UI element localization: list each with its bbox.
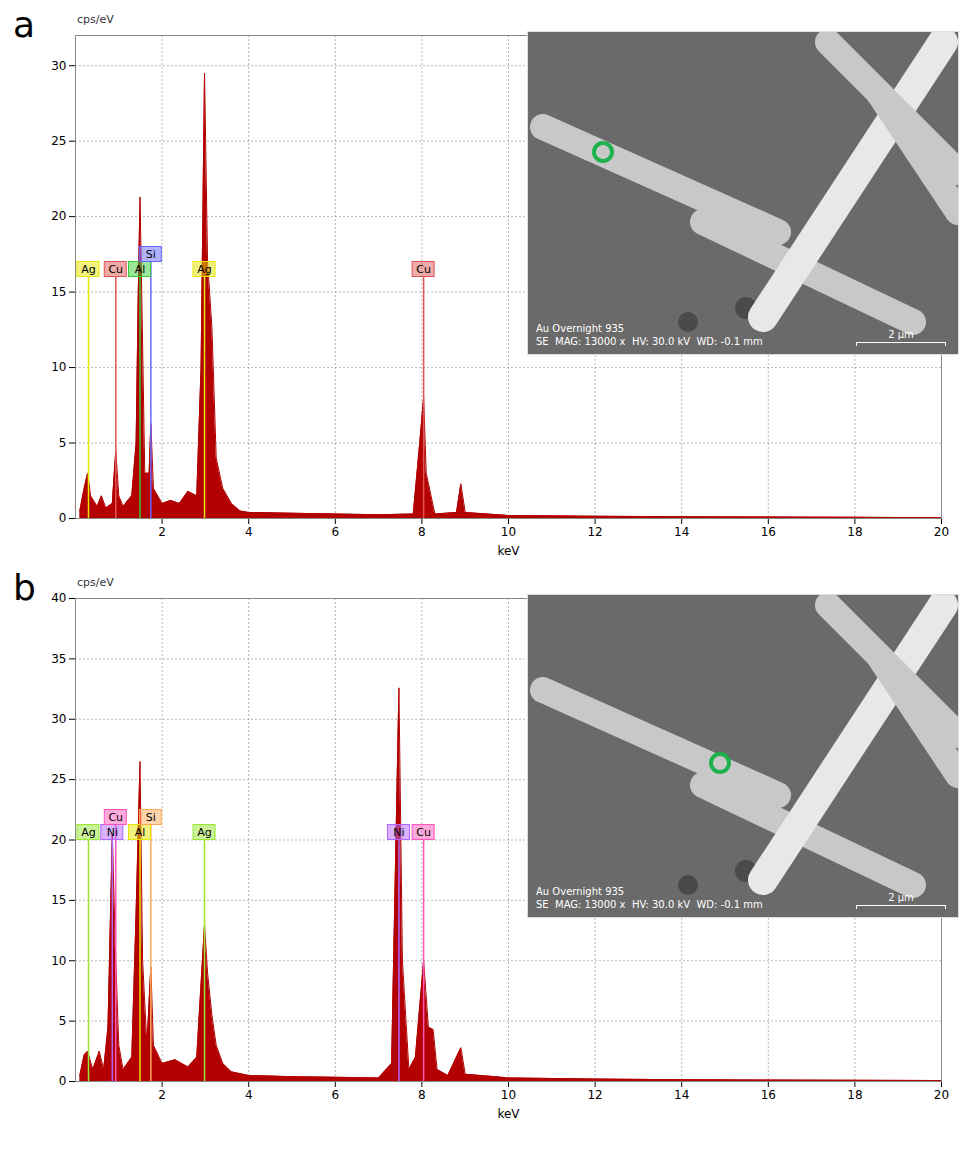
svg-text:Al: Al — [135, 826, 146, 839]
svg-text:16: 16 — [761, 525, 776, 539]
svg-text:Al: Al — [135, 263, 146, 276]
svg-text:Cu: Cu — [108, 263, 123, 276]
svg-text:Ni: Ni — [107, 826, 118, 839]
html-text:2 µm: 2 µm — [888, 892, 914, 903]
svg-text:Cu: Cu — [416, 263, 431, 276]
svg-text:14: 14 — [674, 1088, 689, 1102]
svg-text:8: 8 — [418, 525, 426, 539]
svg-text:10: 10 — [51, 360, 66, 374]
svg-text:4: 4 — [245, 1088, 253, 1102]
svg-text:20: 20 — [934, 1088, 949, 1102]
svg-text:Ag: Ag — [197, 826, 212, 839]
svg-text:30: 30 — [51, 712, 66, 726]
svg-text:40: 40 — [51, 591, 66, 605]
html-text:cps/eV: cps/eV — [77, 576, 114, 589]
svg-text:20: 20 — [934, 525, 949, 539]
svg-text:8: 8 — [418, 1088, 426, 1102]
svg-text:Ag: Ag — [197, 263, 212, 276]
svg-text:30: 30 — [51, 59, 66, 73]
svg-text:6: 6 — [331, 525, 339, 539]
svg-text:20: 20 — [51, 209, 66, 223]
svg-text:25: 25 — [51, 134, 66, 148]
svg-text:10: 10 — [501, 1088, 516, 1102]
svg-text:14: 14 — [674, 525, 689, 539]
svg-text:10: 10 — [51, 954, 66, 968]
svg-text:Ni: Ni — [393, 826, 404, 839]
svg-text:2: 2 — [158, 525, 166, 539]
html-text:Au Overnight 935 SE MAG: 13000: Au Overnight 935 SE MAG: 13000 x HV: 30.… — [536, 323, 763, 347]
svg-text:5: 5 — [59, 1014, 67, 1028]
svg-text:4: 4 — [245, 525, 253, 539]
html-text:Au Overnight 935 SE MAG: 13000: Au Overnight 935 SE MAG: 13000 x HV: 30.… — [536, 886, 763, 910]
svg-text:25: 25 — [51, 772, 66, 786]
html-text:cps/eV: cps/eV — [77, 13, 114, 26]
html-text:b: b — [13, 567, 36, 608]
svg-text:16: 16 — [761, 1088, 776, 1102]
svg-text:35: 35 — [51, 652, 66, 666]
svg-text:5: 5 — [59, 436, 67, 450]
svg-text:20: 20 — [51, 833, 66, 847]
svg-text:6: 6 — [331, 1088, 339, 1102]
html-text:a: a — [13, 4, 36, 45]
svg-text:Si: Si — [146, 811, 156, 824]
svg-text:0: 0 — [59, 511, 67, 525]
svg-text:18: 18 — [847, 525, 862, 539]
svg-text:Ag: Ag — [81, 826, 96, 839]
svg-text:Si: Si — [146, 248, 156, 261]
svg-text:Cu: Cu — [416, 826, 431, 839]
svg-text:Cu: Cu — [108, 811, 123, 824]
svg-text:keV: keV — [497, 1107, 520, 1121]
svg-text:15: 15 — [51, 285, 66, 299]
svg-text:15: 15 — [51, 893, 66, 907]
svg-text:0: 0 — [59, 1074, 67, 1088]
svg-text:10: 10 — [501, 525, 516, 539]
html-text:2 µm: 2 µm — [888, 329, 914, 340]
svg-text:18: 18 — [847, 1088, 862, 1102]
svg-text:keV: keV — [497, 544, 520, 558]
svg-text:Ag: Ag — [81, 263, 96, 276]
svg-text:12: 12 — [587, 1088, 602, 1102]
svg-text:2: 2 — [158, 1088, 166, 1102]
svg-text:12: 12 — [587, 525, 602, 539]
